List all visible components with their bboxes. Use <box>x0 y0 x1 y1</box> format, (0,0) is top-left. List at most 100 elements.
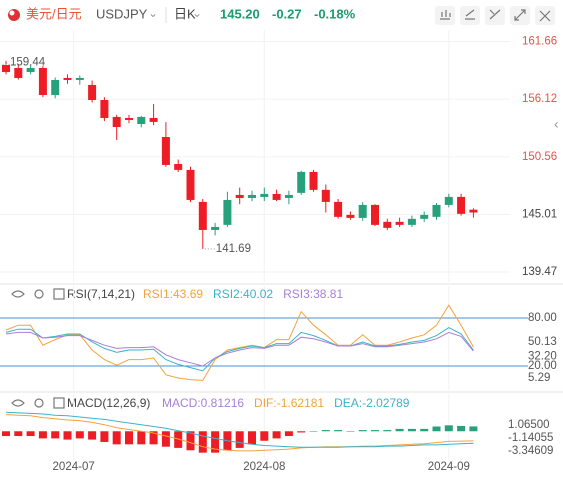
histogram-bar <box>407 428 416 432</box>
histogram-bar <box>272 431 281 439</box>
candle-body <box>309 171 318 190</box>
candle-body <box>371 204 379 225</box>
histogram-bar <box>346 431 355 432</box>
low-label: 141.69 <box>216 243 251 255</box>
y-tick-label: -3.34609 <box>508 445 553 457</box>
macd-controls <box>11 397 65 409</box>
histogram-bar <box>420 428 429 432</box>
y-tick-label: 50.13 <box>528 336 557 348</box>
collapse-arrow[interactable]: ‹ <box>554 116 559 132</box>
symbol: USDJPY <box>96 6 148 21</box>
histogram-bar <box>75 431 84 439</box>
histogram-bar <box>444 425 453 432</box>
checkbox[interactable] <box>53 288 65 300</box>
histogram-bar <box>63 431 72 440</box>
histogram-bar <box>137 431 146 445</box>
candle-body <box>420 214 429 219</box>
histogram-bar <box>149 431 158 445</box>
candle-body <box>51 79 60 96</box>
histogram-bar <box>457 425 466 432</box>
histogram-bar <box>51 431 60 439</box>
candle-body <box>149 117 158 122</box>
indicator-line <box>5 411 474 448</box>
candle-body <box>112 116 121 128</box>
dropdown-arrow[interactable]: ⌄ <box>148 6 158 20</box>
symbol-name: 美元/日元 <box>26 6 82 21</box>
tool-button[interactable] <box>535 6 555 25</box>
candle-body <box>432 204 441 217</box>
legend-entry: MACD:0.81216 <box>162 396 244 410</box>
y-tick-label: 145.01 <box>522 209 557 221</box>
gear-icon[interactable] <box>34 289 44 299</box>
indicator-line <box>5 331 474 367</box>
histogram-bar <box>88 431 97 440</box>
y-tick-label: 150.56 <box>522 151 557 163</box>
change-pct: -0.18% <box>314 6 356 21</box>
gear-icon[interactable] <box>34 398 44 408</box>
histogram-bar <box>26 431 35 437</box>
histogram-bar <box>469 426 478 432</box>
eye-icon[interactable] <box>11 290 25 298</box>
y-tick-label: 161.66 <box>522 36 557 48</box>
period[interactable]: 日K <box>174 6 196 21</box>
candle-body <box>137 116 146 125</box>
histogram-bar <box>358 430 367 432</box>
candle-body <box>272 193 281 200</box>
candle-body <box>211 226 220 230</box>
x-tick-label: 2024-07 <box>53 461 95 473</box>
candle-body <box>186 169 195 200</box>
tool-button[interactable] <box>460 6 480 25</box>
histogram-bar <box>38 431 47 439</box>
candle-body <box>125 117 133 120</box>
candle-body <box>100 100 109 118</box>
flag-icon <box>8 9 20 21</box>
histogram-bar <box>309 431 318 432</box>
toolbar <box>435 6 555 25</box>
candle-body <box>198 201 207 230</box>
candle-body <box>174 163 183 170</box>
x-tick-label: 2024-08 <box>243 461 285 473</box>
histogram-bar <box>112 431 121 445</box>
histogram-bar <box>321 430 330 432</box>
dropdown-arrow[interactable]: ⌄ <box>192 6 202 20</box>
tool-button[interactable] <box>485 6 505 25</box>
candle-body <box>444 196 453 205</box>
candle-body <box>297 171 306 193</box>
histogram-bar <box>383 430 392 432</box>
candle-body <box>383 221 392 228</box>
y-tick-label: 156.12 <box>522 93 557 105</box>
candle-body <box>457 196 466 214</box>
legend-entry: DEA:-2.02789 <box>334 396 410 410</box>
candle-body <box>395 221 404 225</box>
candle-body <box>161 136 170 165</box>
legend-entry: RSI2:40.02 <box>213 287 273 301</box>
candle-body <box>223 199 232 225</box>
y-tick-label: 1.06500 <box>508 419 550 431</box>
candle-body <box>14 68 23 78</box>
y-tick-label: 20.00 <box>528 360 557 372</box>
histogram-bar <box>235 431 244 448</box>
histogram-bar <box>100 431 109 442</box>
y-tick-label: 32.20 <box>528 350 557 362</box>
legend-entry: RSI3:38.81 <box>283 287 343 301</box>
candle-body <box>407 218 416 225</box>
histogram-bar <box>248 431 256 445</box>
candle-body <box>334 201 343 217</box>
tool-button[interactable] <box>510 6 530 25</box>
tool-button[interactable] <box>435 6 455 25</box>
y-tick-label: 80.00 <box>528 312 557 324</box>
indicator-line <box>5 414 474 452</box>
high-label: 159.44 <box>10 57 46 69</box>
legend-entry: RSI1:43.69 <box>143 287 203 301</box>
histogram-bar <box>260 431 269 441</box>
candle-body <box>88 84 97 101</box>
x-tick-label: 2024-09 <box>428 461 470 473</box>
indicator-line <box>5 304 474 381</box>
checkbox[interactable] <box>53 397 65 409</box>
candle-body <box>358 204 367 218</box>
candle-body <box>260 193 269 197</box>
histogram-bar <box>2 431 10 437</box>
eye-icon[interactable] <box>11 399 25 407</box>
y-tick-label: -1.14055 <box>508 432 553 444</box>
